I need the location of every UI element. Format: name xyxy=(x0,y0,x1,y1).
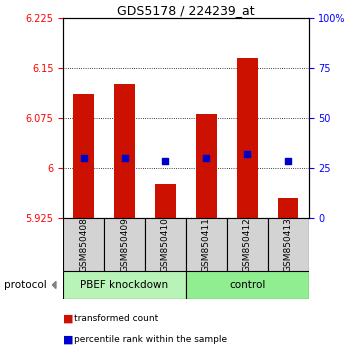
Bar xyxy=(196,114,217,218)
Text: percentile rank within the sample: percentile rank within the sample xyxy=(74,335,227,344)
Bar xyxy=(63,218,104,271)
Bar xyxy=(104,218,145,271)
Bar xyxy=(227,218,268,271)
Bar xyxy=(237,58,257,218)
Point xyxy=(162,158,168,164)
Text: GSM850410: GSM850410 xyxy=(161,217,170,272)
Text: protocol: protocol xyxy=(4,280,46,290)
Text: PBEF knockdown: PBEF knockdown xyxy=(81,280,169,290)
Text: control: control xyxy=(229,280,265,290)
Bar xyxy=(268,218,309,271)
Text: GSM850408: GSM850408 xyxy=(79,217,88,272)
Text: ■: ■ xyxy=(63,314,74,324)
Polygon shape xyxy=(52,281,56,289)
Point xyxy=(122,155,127,160)
Bar xyxy=(278,198,299,218)
Text: GSM850413: GSM850413 xyxy=(284,217,293,272)
Text: ■: ■ xyxy=(63,335,74,345)
Point xyxy=(244,152,250,157)
Bar xyxy=(186,218,227,271)
Bar xyxy=(145,218,186,271)
Bar xyxy=(186,271,309,299)
Text: GSM850412: GSM850412 xyxy=(243,217,252,272)
Bar xyxy=(63,271,186,299)
Bar xyxy=(155,184,176,218)
Point xyxy=(81,155,87,160)
Text: transformed count: transformed count xyxy=(74,314,158,323)
Text: GSM850409: GSM850409 xyxy=(120,217,129,272)
Bar xyxy=(114,84,135,218)
Point xyxy=(285,158,291,164)
Title: GDS5178 / 224239_at: GDS5178 / 224239_at xyxy=(117,4,255,17)
Text: GSM850411: GSM850411 xyxy=(202,217,211,272)
Point xyxy=(204,155,209,160)
Bar xyxy=(73,95,94,218)
